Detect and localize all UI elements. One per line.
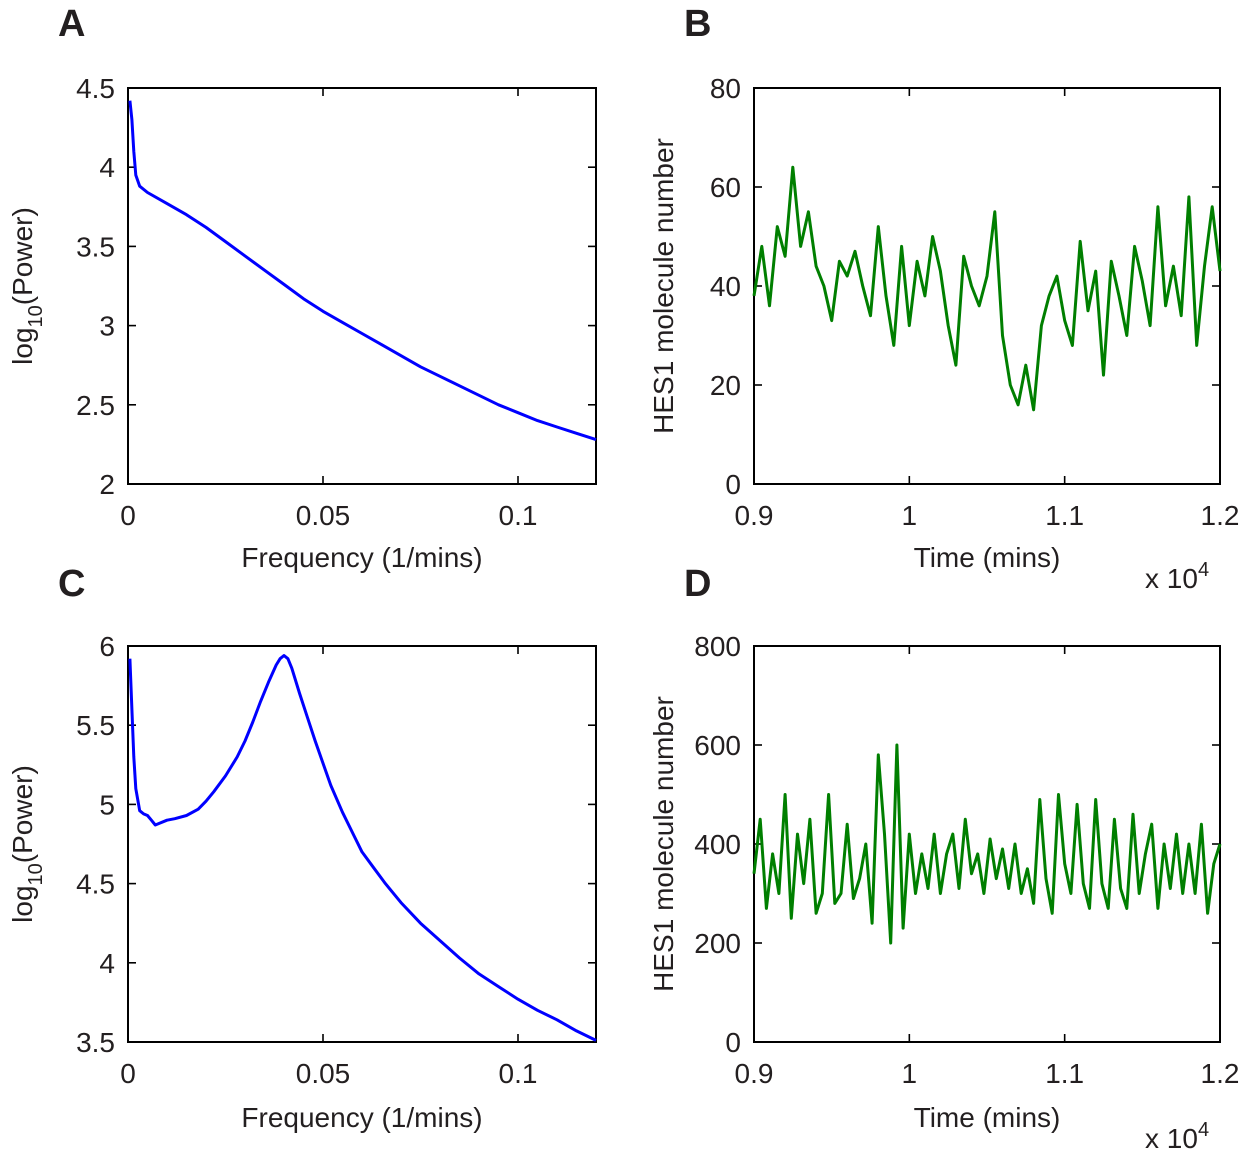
y-tick-label-a-0: 2: [99, 469, 115, 500]
y-tick-label-b-4: 80: [710, 73, 741, 104]
y-axis-label-b: HES1 molecule number: [648, 138, 679, 434]
y-tick-label-b-2: 40: [710, 271, 741, 302]
y-tick-label-a-1: 2.5: [76, 390, 115, 421]
y-tick-label-a-5: 4.5: [76, 73, 115, 104]
x-tick-label-b-2: 1.1: [1045, 500, 1084, 531]
x-tick-label-a-0: 0: [120, 500, 136, 531]
y-tick-label-b-1: 20: [710, 370, 741, 401]
y-axis-label-d: HES1 molecule number: [648, 696, 679, 992]
ticks-d: 0.9 1 1.1 1.2 0 200 400 600 800: [694, 631, 1239, 1089]
x-tick-label-d-1: 1: [902, 1058, 918, 1089]
x-tick-label-b-3: 1.2: [1201, 500, 1240, 531]
y-tick-label-c-5: 6: [99, 631, 115, 662]
ticks-c: 0 0.05 0.1 3.5 4 4.5 5 5.5 6: [76, 631, 596, 1089]
ticks-a: 0 0.05 0.1 2 2.5 3 3.5 4 4.5: [76, 73, 596, 531]
y-tick-label-a-2: 3: [99, 311, 115, 342]
y-tick-label-c-3: 5: [99, 789, 115, 820]
series-line-d: [752, 743, 1222, 945]
y-tick-label-d-3: 600: [694, 730, 741, 761]
x-tick-label-b-0: 0.9: [735, 500, 774, 531]
panel-label-c: C: [58, 563, 85, 605]
x-tick-label-c-1: 0.05: [296, 1058, 351, 1089]
series-line-a: [128, 100, 597, 442]
plot-frame-c: [127, 645, 597, 1043]
x-multiplier-b: x 104: [1145, 559, 1209, 594]
y-tick-label-a-3: 3.5: [76, 231, 115, 262]
x-tick-label-b-1: 1: [902, 500, 918, 531]
panel-label-d: D: [684, 563, 711, 605]
y-tick-label-c-2: 4.5: [76, 869, 115, 900]
y-tick-label-c-0: 3.5: [76, 1027, 115, 1058]
y-tick-label-b-3: 60: [710, 172, 741, 203]
y-tick-label-d-2: 400: [694, 829, 741, 860]
plot-frame-d: [753, 645, 1221, 1043]
x-tick-label-a-1: 0.05: [296, 500, 351, 531]
panel-d: D 0.9 1 1.1 1.2 0 200 400 600 800 Time (mins) x …: [648, 563, 1239, 1154]
x-axis-label-d: Time (mins): [914, 1102, 1061, 1133]
x-tick-label-d-3: 1.2: [1201, 1058, 1240, 1089]
x-axis-label-c: Frequency (1/mins): [241, 1102, 482, 1133]
x-tick-label-a-2: 0.1: [499, 500, 538, 531]
x-tick-label-d-2: 1.1: [1045, 1058, 1084, 1089]
y-tick-label-b-0: 0: [725, 469, 741, 500]
y-tick-label-d-1: 200: [694, 928, 741, 959]
y-tick-label-a-4: 4: [99, 152, 115, 183]
y-tick-label-c-4: 5.5: [76, 710, 115, 741]
ticks-b: 0.9 1 1.1 1.2 0 20 40 60 80: [710, 73, 1240, 531]
panel-label-b: B: [684, 3, 711, 45]
panel-c: C 0 0.05 0.1 3.5 4 4.5 5 5.5 6 Frequency (1/mins…: [7, 563, 597, 1133]
y-axis-label-c: log10(Power): [7, 765, 47, 923]
series-line-b: [752, 165, 1222, 412]
y-tick-label-d-0: 0: [725, 1027, 741, 1058]
y-tick-label-d-4: 800: [694, 631, 741, 662]
x-tick-label-c-2: 0.1: [499, 1058, 538, 1089]
x-tick-label-c-0: 0: [120, 1058, 136, 1089]
x-axis-label-b: Time (mins): [914, 542, 1061, 573]
panel-a: A 0 0.05 0.1 2 2.5 3 3.5 4 4.5 Frequency (1/mins…: [7, 3, 597, 573]
panel-label-a: A: [58, 3, 85, 45]
y-tick-label-c-1: 4: [99, 948, 115, 979]
x-axis-label-a: Frequency (1/mins): [241, 542, 482, 573]
plot-frame-a: [127, 87, 597, 485]
x-multiplier-d: x 104: [1145, 1119, 1209, 1154]
x-tick-label-d-0: 0.9: [735, 1058, 774, 1089]
y-axis-label-a: log10(Power): [7, 207, 47, 365]
series-line-c: [128, 654, 597, 1042]
